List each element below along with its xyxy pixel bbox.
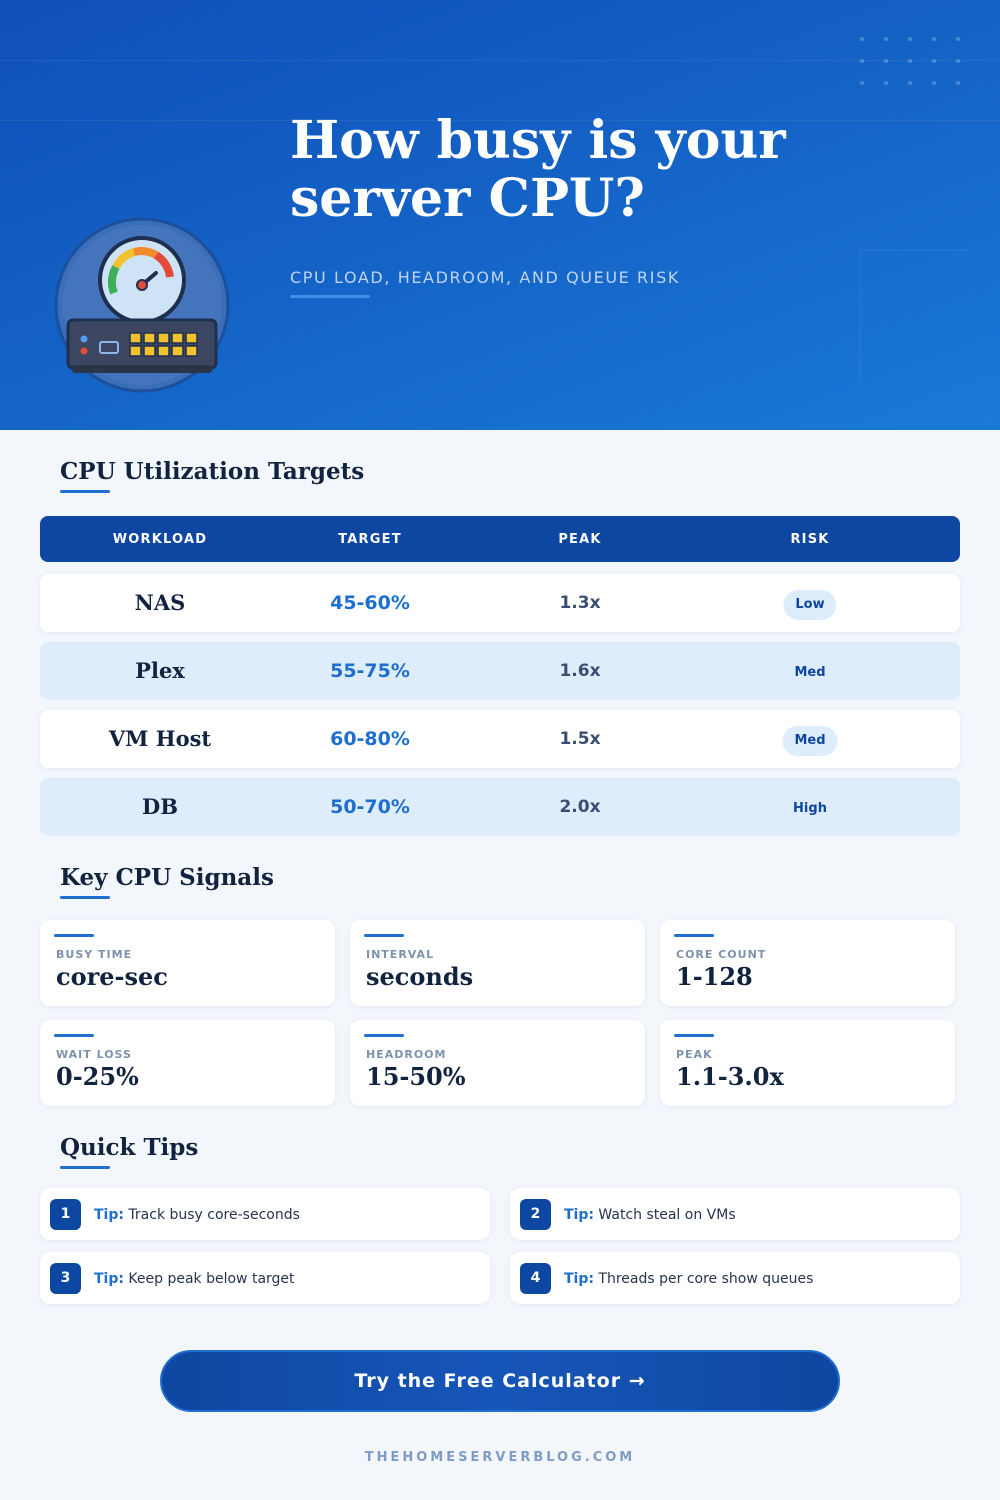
tip-number-badge: 4: [520, 1263, 551, 1294]
tip-number-badge: 3: [50, 1263, 81, 1294]
tip-text: Tip: Keep peak below target: [94, 1252, 295, 1304]
signal-label: PEAK: [676, 1048, 713, 1061]
card-accent: [54, 1034, 94, 1037]
hero-decor-line: [0, 120, 1000, 121]
target-cell: 45-60%: [330, 592, 410, 614]
signal-value: seconds: [366, 962, 474, 991]
tip-item: 3 Tip: Keep peak below target: [40, 1252, 490, 1304]
risk-badge: Med: [794, 665, 826, 680]
tips-section-title: Quick Tips: [60, 1134, 199, 1161]
table-row: NAS 45-60% 1.3x Low: [40, 574, 960, 632]
section-underline: [60, 1166, 110, 1169]
tip-prefix: Tip:: [564, 1271, 594, 1287]
signals-section-title: Key CPU Signals: [60, 864, 274, 891]
signal-value: 1-128: [676, 962, 753, 991]
hero-decor-frame: [860, 250, 970, 380]
tip-text: Tip: Track busy core-seconds: [94, 1188, 300, 1240]
signal-card: INTERVAL seconds: [350, 920, 645, 1006]
signal-label: BUSY TIME: [56, 948, 133, 961]
tip-body: Keep peak below target: [128, 1271, 295, 1287]
peak-cell: 1.3x: [559, 593, 601, 613]
card-accent: [364, 934, 404, 937]
table-row: DB 50-70% 2.0x High: [40, 778, 960, 836]
signal-card: WAIT LOSS 0-25%: [40, 1020, 335, 1106]
card-accent: [364, 1034, 404, 1037]
tip-item: 2 Tip: Watch steal on VMs: [510, 1188, 960, 1240]
page-subtitle: CPU LOAD, HEADROOM, AND QUEUE RISK: [290, 268, 680, 287]
card-accent: [674, 1034, 714, 1037]
tip-number-badge: 2: [520, 1199, 551, 1230]
table-row: VM Host 60-80% 1.5x Med: [40, 710, 960, 768]
signal-card: BUSY TIME core-sec: [40, 920, 335, 1006]
footer-site-link[interactable]: THEHOMESERVERBLOG.COM: [364, 1450, 636, 1465]
signal-card: HEADROOM 15-50%: [350, 1020, 645, 1106]
workload-cell: NAS: [134, 590, 186, 615]
tip-text: Tip: Watch steal on VMs: [564, 1188, 736, 1240]
tip-prefix: Tip:: [94, 1271, 124, 1287]
column-header-target: TARGET: [338, 532, 402, 547]
signal-label: WAIT LOSS: [56, 1048, 132, 1061]
risk-badge: Med: [782, 726, 838, 756]
signal-value: 15-50%: [366, 1062, 466, 1091]
calculator-cta-button[interactable]: Try the Free Calculator →: [160, 1350, 840, 1412]
card-accent: [674, 934, 714, 937]
column-header-workload: WORKLOAD: [112, 532, 208, 547]
hero-decor-dots: [850, 28, 970, 88]
tip-number-badge: 1: [50, 1199, 81, 1230]
workload-cell: VM Host: [108, 726, 212, 751]
section-underline: [60, 896, 110, 899]
tip-body: Watch steal on VMs: [598, 1207, 736, 1223]
peak-cell: 1.6x: [559, 661, 601, 681]
cpu-gauge-server-icon: [54, 217, 230, 393]
signal-value: 1.1-3.0x: [676, 1062, 784, 1091]
tip-prefix: Tip:: [564, 1207, 594, 1223]
column-header-risk: RISK: [790, 532, 830, 547]
risk-badge: High: [793, 801, 827, 816]
tip-prefix: Tip:: [94, 1207, 124, 1223]
peak-cell: 2.0x: [559, 797, 601, 817]
tip-item: 4 Tip: Threads per core show queues: [510, 1252, 960, 1304]
card-accent: [54, 934, 94, 937]
hero-banner: How busy is your server CPU? CPU LOAD, H…: [0, 0, 1000, 430]
tip-text: Tip: Threads per core show queues: [564, 1252, 813, 1304]
column-header-peak: PEAK: [558, 532, 602, 547]
hero-decor-line: [0, 60, 1000, 61]
target-cell: 50-70%: [330, 796, 410, 818]
tip-body: Track busy core-seconds: [128, 1207, 300, 1223]
subtitle-underline: [290, 295, 370, 298]
table-section-title: CPU Utilization Targets: [60, 458, 365, 485]
target-cell: 55-75%: [330, 660, 410, 682]
signal-value: core-sec: [56, 962, 168, 991]
tip-item: 1 Tip: Track busy core-seconds: [40, 1188, 490, 1240]
table-row: Plex 55-75% 1.6x Med: [40, 642, 960, 700]
table-header: WORKLOAD TARGET PEAK RISK: [40, 516, 960, 562]
peak-cell: 1.5x: [559, 729, 601, 749]
workload-cell: DB: [142, 794, 178, 819]
section-underline: [60, 490, 110, 493]
signal-value: 0-25%: [56, 1062, 139, 1091]
signal-label: HEADROOM: [366, 1048, 447, 1061]
signal-label: CORE COUNT: [676, 948, 767, 961]
signal-label: INTERVAL: [366, 948, 435, 961]
signal-card: PEAK 1.1-3.0x: [660, 1020, 955, 1106]
page-title: How busy is your server CPU?: [290, 110, 786, 229]
target-cell: 60-80%: [330, 728, 410, 750]
workload-cell: Plex: [135, 658, 185, 683]
tip-body: Threads per core show queues: [598, 1271, 814, 1287]
risk-badge: Low: [783, 590, 837, 620]
signal-card: CORE COUNT 1-128: [660, 920, 955, 1006]
